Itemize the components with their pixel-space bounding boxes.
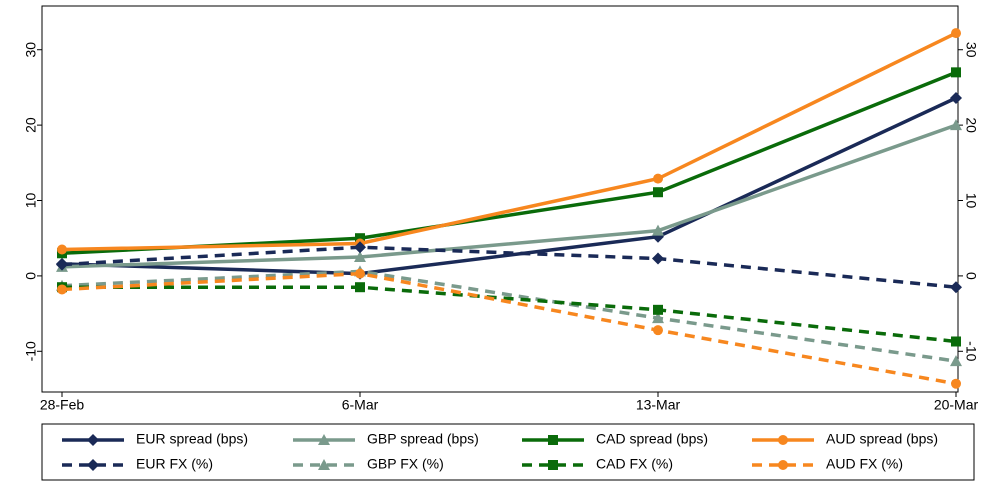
data-point: [355, 233, 365, 244]
y2-tick-label: -10: [963, 341, 979, 361]
data-point: [951, 67, 961, 78]
legend-label: AUD FX (%): [826, 456, 903, 472]
data-point: [950, 91, 962, 104]
legend-marker: [548, 435, 558, 445]
legend-label: AUD spread (bps): [826, 431, 938, 447]
data-point: [652, 252, 664, 265]
legend-label: EUR spread (bps): [136, 431, 248, 447]
data-point: [57, 284, 67, 295]
series-line: [61, 271, 957, 386]
data-point: [653, 304, 663, 315]
data-point: [652, 224, 664, 236]
legend-label: CAD spread (bps): [596, 431, 708, 447]
legend-label: GBP spread (bps): [367, 431, 479, 447]
data-point: [951, 28, 961, 39]
data-point: [355, 282, 365, 293]
series-line: [61, 96, 957, 276]
series-line: [61, 269, 957, 363]
series-line: [61, 31, 957, 252]
x-tick-label: 13-Mar: [636, 397, 681, 413]
data-point: [354, 241, 366, 254]
data-point: [653, 187, 663, 198]
y-tick-label: 30: [23, 42, 39, 58]
legend-marker: [778, 435, 788, 445]
data-point: [355, 268, 365, 279]
legend-marker: [87, 459, 99, 471]
y2-tick-label: 20: [963, 117, 979, 133]
series-line: [61, 245, 957, 289]
y2-tick-label: 30: [963, 42, 979, 58]
data-point: [951, 336, 961, 347]
legend-marker: [318, 434, 330, 445]
y-tick-label: 0: [23, 272, 39, 280]
data-point: [354, 251, 366, 263]
legend-marker: [548, 460, 558, 470]
series-line: [61, 123, 957, 269]
series-line: [62, 285, 957, 344]
x-tick-label: 6-Mar: [342, 397, 379, 413]
data-point: [950, 281, 962, 294]
data-point: [57, 244, 67, 255]
y2-tick-label: 0: [963, 272, 979, 280]
y-tick-label: 20: [23, 117, 39, 133]
y2-tick-label: 10: [963, 193, 979, 209]
y-tick-label: 10: [23, 193, 39, 209]
data-point: [951, 378, 961, 389]
data-point: [950, 355, 962, 367]
data-point: [950, 119, 962, 131]
data-point: [653, 173, 663, 184]
legend-marker: [778, 460, 788, 470]
legend-frame: [41, 423, 975, 481]
data-point: [56, 258, 68, 271]
legend-marker: [87, 434, 99, 446]
x-tick-label: 28-Feb: [40, 397, 85, 413]
plot-frame: [41, 5, 959, 393]
data-point: [652, 312, 664, 324]
legend-label: EUR FX (%): [136, 456, 213, 472]
x-tick-label: 20-Mar: [934, 397, 979, 413]
legend-label: CAD FX (%): [596, 456, 673, 472]
legend-marker: [318, 459, 330, 470]
legend-label: GBP FX (%): [367, 456, 444, 472]
data-point: [653, 325, 663, 336]
y-tick-label: -10: [23, 341, 39, 361]
